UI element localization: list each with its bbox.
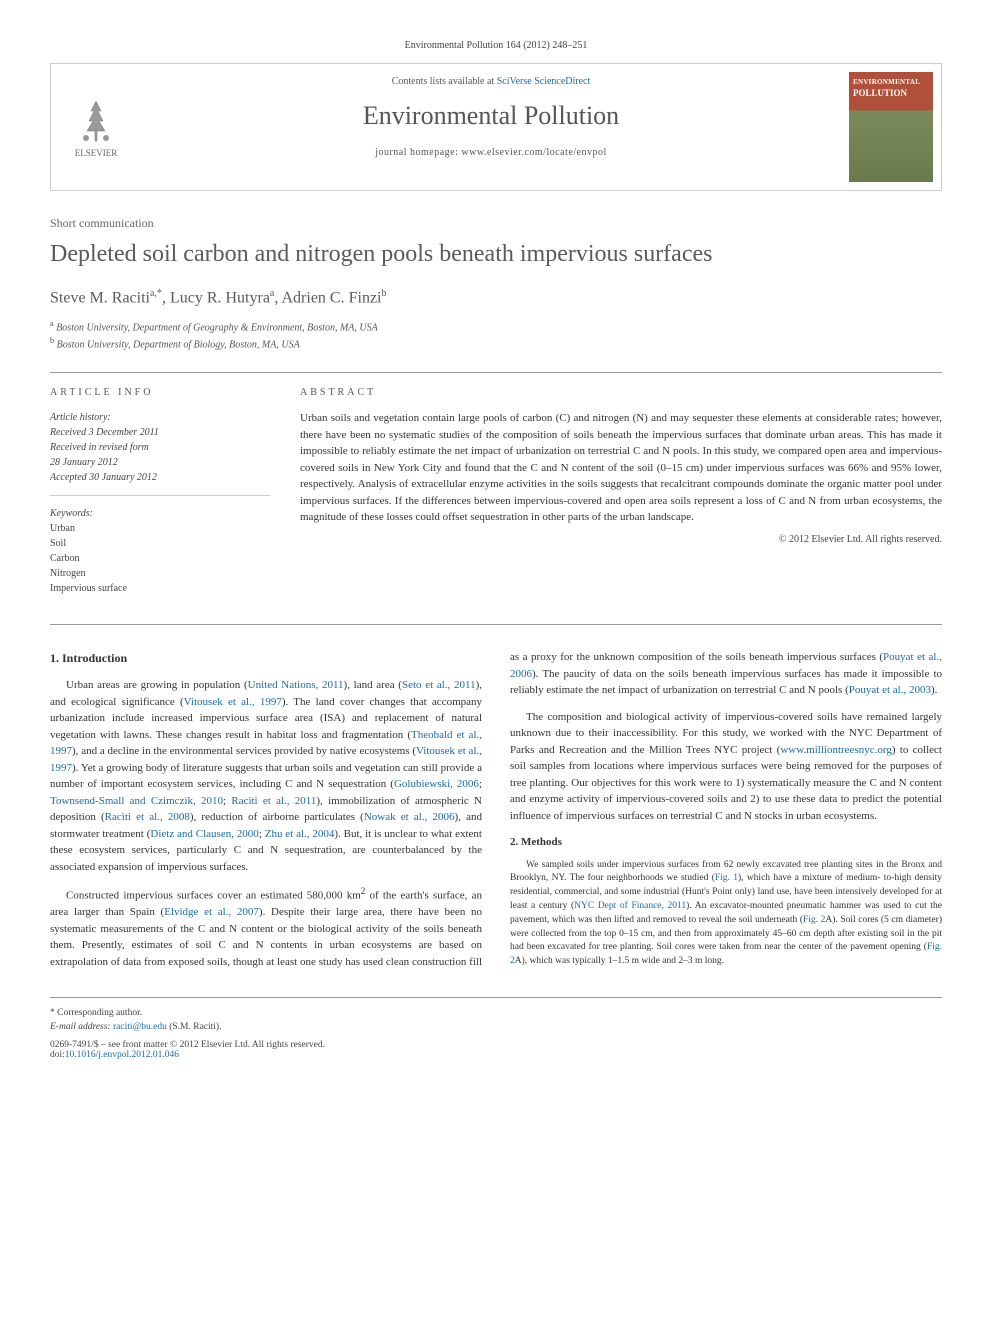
header-center: Contents lists available at SciVerse Sci…: [141, 64, 841, 190]
homepage-link[interactable]: www.elsevier.com/locate/envpol: [461, 147, 606, 158]
ref-townsend[interactable]: Townsend-Small and Czimczik, 2010: [50, 795, 223, 807]
history-received: Received 3 December 2011: [50, 425, 270, 440]
keyword-4: Nitrogen: [50, 566, 270, 581]
abstract-text: Urban soils and vegetation contain large…: [300, 410, 942, 526]
ref-seto[interactable]: Seto et al., 2011: [402, 679, 476, 691]
aff-a-text: Boston University, Department of Geograp…: [56, 322, 378, 333]
keyword-3: Carbon: [50, 551, 270, 566]
doi-label: doi:: [50, 1050, 65, 1060]
body-columns: 1. Introduction Urban areas are growing …: [50, 649, 942, 974]
author-3: Adrien C. Finzi: [282, 290, 382, 307]
abstract-panel: ABSTRACT Urban soils and vegetation cont…: [300, 372, 942, 596]
aff-b-sup: b: [50, 336, 54, 345]
history-revised: Received in revised form: [50, 440, 270, 455]
ref-raciti-2008[interactable]: Raciti et al., 2008: [105, 811, 190, 823]
methods-para: We sampled soils under impervious surfac…: [510, 859, 942, 969]
affiliation-a: a Boston University, Department of Geogr…: [50, 318, 942, 335]
intro-para-1: Urban areas are growing in population (U…: [50, 677, 482, 875]
footer-left: * Corresponding author. E-mail address: …: [50, 1006, 325, 1061]
article-info-heading: ARTICLE INFO: [50, 387, 270, 398]
keyword-1: Urban: [50, 521, 270, 536]
journal-name: Environmental Pollution: [151, 101, 831, 131]
methods-heading: 2. Methods: [510, 834, 942, 851]
article-info-panel: ARTICLE INFO Article history: Received 3…: [50, 372, 270, 596]
ref-raciti-2011[interactable]: Raciti et al., 2011: [231, 795, 316, 807]
p1j: ), reduction of airborne particulates (: [190, 811, 364, 823]
elsevier-logo: ELSEVIER: [61, 87, 131, 167]
homepage-line: journal homepage: www.elsevier.com/locat…: [151, 147, 831, 158]
doi-link[interactable]: 10.1016/j.envpol.2012.01.046: [65, 1050, 179, 1060]
article-history: Article history: Received 3 December 201…: [50, 410, 270, 496]
ref-nyc-finance[interactable]: NYC Dept of Finance, 2011: [574, 901, 686, 911]
ref-vitousek-1[interactable]: Vitousek et al., 1997: [184, 696, 282, 708]
elsevier-label: ELSEVIER: [75, 148, 118, 158]
p1b: ), land area (: [344, 679, 402, 691]
introduction-heading: 1. Introduction: [50, 649, 482, 667]
contents-text: Contents lists available at: [392, 76, 497, 87]
header-citation: Environmental Pollution 164 (2012) 248–2…: [50, 40, 942, 51]
elsevier-tree-icon: [71, 96, 121, 146]
corr-email-link[interactable]: raciti@bu.edu: [113, 1022, 167, 1032]
p1e: ), and a decline in the environmental se…: [72, 745, 416, 757]
homepage-label: journal homepage:: [375, 147, 461, 158]
doi-line: doi:10.1016/j.envpol.2012.01.046: [50, 1050, 325, 1060]
p2a: Constructed impervious surfaces cover an…: [66, 890, 361, 902]
authors-line: Steve M. Racitia,*, Lucy R. Hutyraa, Adr…: [50, 288, 942, 307]
p2e: ).: [931, 684, 937, 696]
email-label: E-mail address:: [50, 1022, 113, 1032]
history-accepted: Accepted 30 January 2012: [50, 470, 270, 485]
corr-label: * Corresponding author.: [50, 1006, 325, 1020]
keyword-5: Impervious surface: [50, 581, 270, 596]
publisher-logo-area: ELSEVIER: [51, 64, 141, 190]
ref-fig2a[interactable]: Fig. 2: [803, 915, 825, 925]
ref-dietz[interactable]: Dietz and Clausen, 2000: [150, 828, 258, 840]
corr-email-line: E-mail address: raciti@bu.edu (S.M. Raci…: [50, 1020, 325, 1034]
p1a: Urban areas are growing in population (: [66, 679, 248, 691]
aff-a-sup: a: [50, 319, 54, 328]
cover-main-title: POLLUTION: [853, 88, 929, 98]
corresponding-author: * Corresponding author. E-mail address: …: [50, 1006, 325, 1035]
author-2: Lucy R. Hutyra: [170, 290, 270, 307]
ref-fig1[interactable]: Fig. 1: [715, 873, 738, 883]
ref-united-nations[interactable]: United Nations, 2011: [248, 679, 344, 691]
ref-elvidge[interactable]: Elvidge et al., 2007: [164, 906, 259, 918]
intro-para-3: The composition and biological activity …: [510, 709, 942, 825]
journal-header-box: ELSEVIER Contents lists available at Sci…: [50, 63, 942, 191]
ref-nowak[interactable]: Nowak et al., 2006: [364, 811, 455, 823]
author-3-sup: b: [382, 288, 387, 299]
keywords-label: Keywords:: [50, 506, 270, 521]
front-matter-line: 0269-7491/$ – see front matter © 2012 El…: [50, 1040, 325, 1050]
journal-cover-image: ENVIRONMENTAL POLLUTION: [849, 72, 933, 182]
ref-golubiewski[interactable]: Golubiewski, 2006: [394, 778, 479, 790]
affiliation-b: b Boston University, Department of Biolo…: [50, 335, 942, 352]
aff-b-text: Boston University, Department of Biology…: [57, 339, 300, 350]
history-label: Article history:: [50, 410, 270, 425]
history-revised-date: 28 January 2012: [50, 455, 270, 470]
ref-zhu[interactable]: Zhu et al., 2004: [265, 828, 335, 840]
abstract-heading: ABSTRACT: [300, 387, 942, 398]
keyword-2: Soil: [50, 536, 270, 551]
sciencedirect-link[interactable]: SciVerse ScienceDirect: [497, 76, 591, 87]
cover-small-title: ENVIRONMENTAL: [853, 78, 929, 86]
ref-pouyat-2003[interactable]: Pouyat et al., 2003: [849, 684, 931, 696]
me: A), which was typically 1–1.5 m wide and…: [515, 956, 724, 966]
p1g: ;: [479, 778, 482, 790]
ref-milliontrees[interactable]: www.milliontreesnyc.org: [780, 744, 892, 756]
page-footer: * Corresponding author. E-mail address: …: [50, 997, 942, 1061]
keywords-block: Keywords: Urban Soil Carbon Nitrogen Imp…: [50, 506, 270, 596]
email-suffix: (S.M. Raciti).: [167, 1022, 222, 1032]
affiliations: a Boston University, Department of Geogr…: [50, 318, 942, 353]
journal-cover-area: ENVIRONMENTAL POLLUTION: [841, 64, 941, 190]
author-2-sup: a: [270, 288, 274, 299]
section-divider: [50, 624, 942, 625]
article-title: Depleted soil carbon and nitrogen pools …: [50, 239, 942, 270]
abstract-copyright: © 2012 Elsevier Ltd. All rights reserved…: [300, 534, 942, 545]
contents-available-line: Contents lists available at SciVerse Sci…: [151, 76, 831, 87]
article-type: Short communication: [50, 216, 942, 231]
author-1: Steve M. Raciti: [50, 290, 150, 307]
author-1-sup: a,*: [150, 288, 162, 299]
